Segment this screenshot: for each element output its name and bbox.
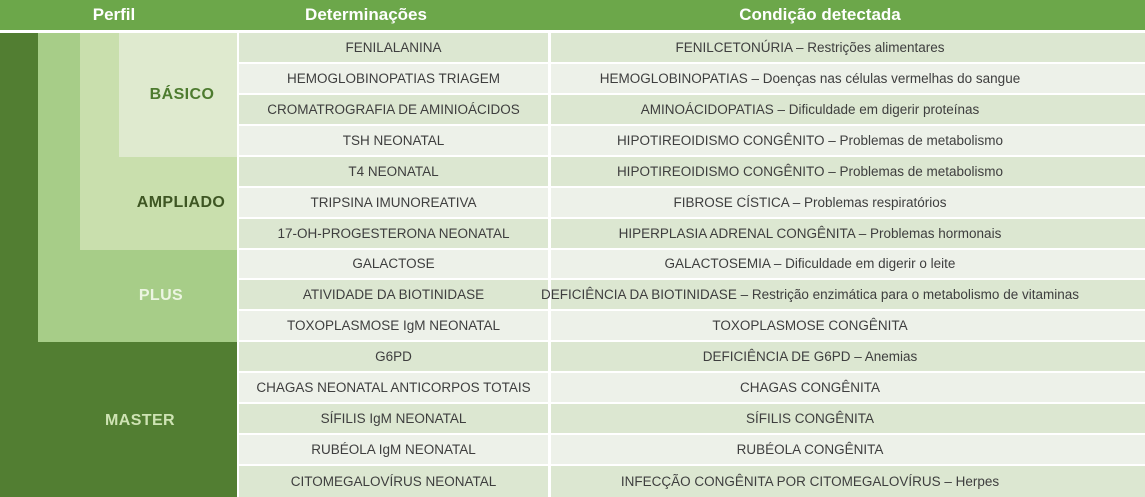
profile-box-basico — [119, 33, 237, 157]
determination-cell: T4 NEONATAL — [239, 157, 548, 186]
determination-cell: CHAGAS NEONATAL ANTICORPOS TOTAIS — [239, 373, 548, 402]
profile-label-plus: PLUS — [138, 287, 184, 304]
determination-cell: 17-OH-PROGESTERONA NEONATAL — [239, 219, 548, 248]
determination-cell: FENILALANINA — [239, 33, 548, 62]
determination-cell: ATIVIDADE DA BIOTINIDASE — [239, 280, 548, 309]
profile-label-master: MASTER — [105, 412, 175, 429]
determination-cell: GALACTOSE — [239, 250, 548, 278]
header-column-condicao-detectada: Condição detectada — [739, 5, 901, 24]
condition-cell: INFECÇÃO CONGÊNITA POR CITOMEGALOVÍRUS –… — [551, 466, 1145, 497]
condition-cell: GALACTOSEMIA – Dificuldade em digerir o … — [551, 250, 1145, 278]
determination-cell: SÍFILIS IgM NEONATAL — [239, 404, 548, 433]
determination-cell: RUBÉOLA IgM NEONATAL — [239, 435, 548, 464]
determination-cell: TOXOPLASMOSE IgM NEONATAL — [239, 311, 548, 340]
condition-cell: DEFICIÊNCIA DE G6PD – Anemias — [551, 342, 1145, 371]
profile-label-ampliado: AMPLIADO — [136, 194, 226, 211]
determination-cell: CITOMEGALOVÍRUS NEONATAL — [239, 466, 548, 497]
condition-cell: TOXOPLASMOSE CONGÊNITA — [551, 311, 1145, 340]
header-column-perfil: Perfil — [92, 5, 136, 24]
header-column-determinacoes: Determinações — [305, 5, 427, 24]
condition-cell: HIPOTIREOIDISMO CONGÊNITO – Problemas de… — [551, 157, 1145, 186]
condition-cell: RUBÉOLA CONGÊNITA — [551, 435, 1145, 464]
determination-cell: HEMOGLOBINOPATIAS TRIAGEM — [239, 64, 548, 93]
condition-cell: HEMOGLOBINOPATIAS – Doenças nas células … — [551, 64, 1145, 93]
condition-cell: SÍFILIS CONGÊNITA — [551, 404, 1145, 433]
condition-cell: FENILCETONÚRIA – Restrições alimentares — [551, 33, 1145, 62]
profile-label-basico: BÁSICO — [149, 86, 215, 103]
condition-cell: FIBROSE CÍSTICA – Problemas respiratório… — [551, 188, 1145, 217]
determination-cell: TSH NEONATAL — [239, 126, 548, 155]
condition-cell: HIPERPLASIA ADRENAL CONGÊNITA – Problema… — [551, 219, 1145, 248]
condition-cell: AMINOÁCIDOPATIAS – Dificuldade em digeri… — [551, 95, 1145, 124]
determination-cell: G6PD — [239, 342, 548, 371]
condition-cell: CHAGAS CONGÊNITA — [551, 373, 1145, 402]
determination-cell: CROMATROGRAFIA DE AMINIOÁCIDOS — [239, 95, 548, 124]
table-header-bar: Perfil Determinações Condição detectada — [0, 0, 1145, 30]
condition-cell: HIPOTIREOIDISMO CONGÊNITO – Problemas de… — [551, 126, 1145, 155]
determination-cell: TRIPSINA IMUNOREATIVA — [239, 188, 548, 217]
condition-cell: DEFICIÊNCIA DA BIOTINIDASE – Restrição e… — [541, 280, 1145, 309]
